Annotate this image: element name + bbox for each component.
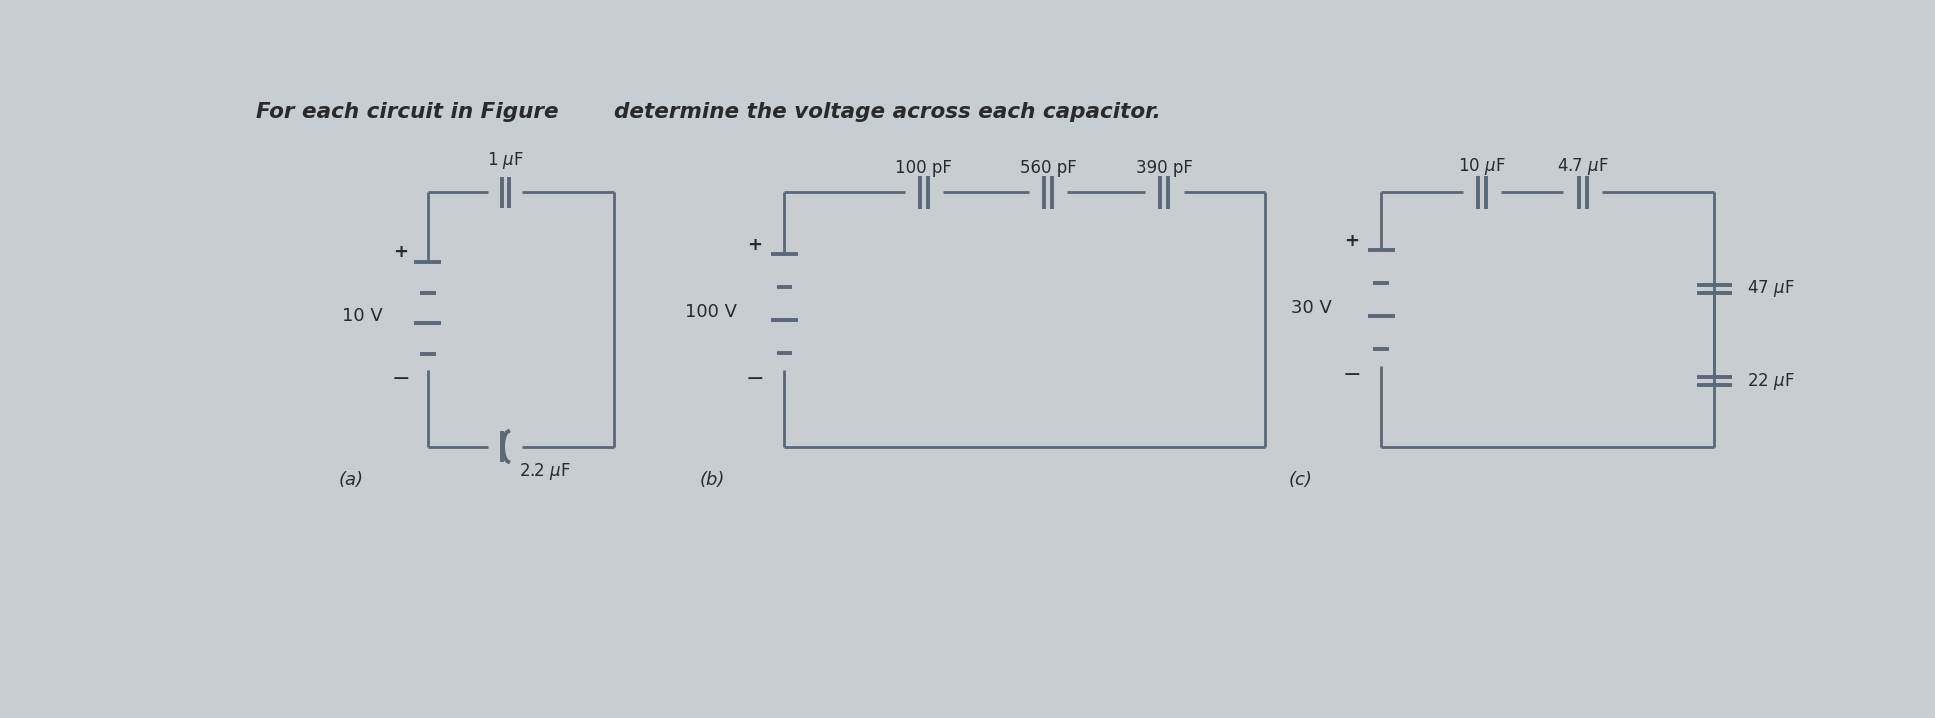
Text: 30 V: 30 V: [1291, 299, 1331, 317]
Text: 10 $\mu$F: 10 $\mu$F: [1459, 156, 1505, 177]
Text: 10 V: 10 V: [342, 307, 383, 325]
Text: 47 $\mu$F: 47 $\mu$F: [1747, 278, 1794, 299]
Text: 560 pF: 560 pF: [1020, 159, 1076, 177]
Text: 390 pF: 390 pF: [1136, 159, 1192, 177]
Text: −: −: [391, 369, 410, 388]
Text: (c): (c): [1289, 471, 1312, 489]
Text: 22 $\mu$F: 22 $\mu$F: [1747, 370, 1794, 391]
Text: +: +: [747, 236, 762, 253]
Text: For each circuit in Figure: For each circuit in Figure: [255, 103, 559, 122]
Text: 2.2 $\mu$F: 2.2 $\mu$F: [519, 461, 571, 482]
Text: 100 V: 100 V: [685, 303, 737, 321]
Text: (b): (b): [699, 471, 724, 489]
Text: 1 $\mu$F: 1 $\mu$F: [488, 150, 524, 171]
Text: +: +: [1345, 232, 1358, 250]
Text: 100 pF: 100 pF: [896, 159, 952, 177]
Text: 4.7 $\mu$F: 4.7 $\mu$F: [1558, 156, 1608, 177]
Text: −: −: [745, 369, 764, 388]
Text: +: +: [393, 243, 408, 261]
Text: determine the voltage across each capacitor.: determine the voltage across each capaci…: [613, 103, 1161, 122]
Text: (a): (a): [339, 471, 364, 489]
Text: −: −: [1343, 365, 1360, 385]
